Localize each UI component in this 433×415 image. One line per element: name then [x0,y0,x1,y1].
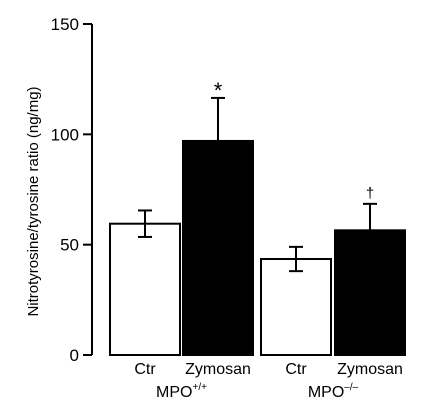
bar-2 [182,139,254,356]
y-tick-label: 100 [51,125,79,144]
bar-1 [109,222,181,356]
group-label-1: MPO+/+ [156,382,207,401]
significance-marker-4: † [366,185,374,202]
y-tick-label: 50 [60,236,79,255]
y-tick-label: 0 [70,346,79,365]
y-tick-label: 150 [51,15,79,34]
category-label: Zymosan [185,361,251,378]
category-label: Zymosan [337,361,403,378]
group-label-2: MPO–/– [308,382,359,401]
bar-3 [260,258,332,357]
category-label: Ctr [134,361,156,378]
significance-marker-2: * [214,78,223,103]
category-label: Ctr [285,361,307,378]
y-axis-title: Nitrotyrosine/tyrosine ratio (ng/mg) [25,86,42,316]
bar-4 [334,229,406,356]
